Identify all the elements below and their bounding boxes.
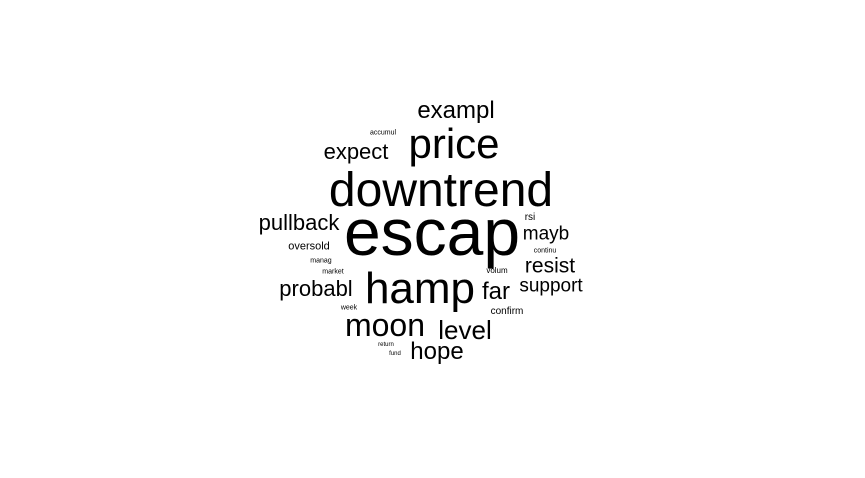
word-volum: volum xyxy=(486,266,508,275)
word-probabl: probabl xyxy=(279,276,353,301)
word-confirm: confirm xyxy=(490,306,524,317)
word-week: week xyxy=(340,304,358,312)
word-exampl: exampl xyxy=(417,97,495,124)
word-hamp: hamp xyxy=(364,264,476,313)
word-far: far xyxy=(481,278,511,305)
word-oversold: oversold xyxy=(288,240,330,253)
word-level: level xyxy=(438,315,492,345)
word-resist: resist xyxy=(524,254,576,278)
word-market: market xyxy=(322,268,344,276)
word-fund: fund xyxy=(389,351,401,357)
word-price: price xyxy=(408,120,500,167)
word-escap: escap xyxy=(343,195,521,269)
word-moon: moon xyxy=(344,307,426,343)
word-return: return xyxy=(378,342,394,348)
word-downtrend: downtrend xyxy=(328,164,554,217)
word-accumul: accumul xyxy=(369,129,397,137)
word-pullback: pullback xyxy=(258,210,340,235)
word-expect: expect xyxy=(323,139,389,164)
word-hope: hope xyxy=(410,338,464,365)
word-continu: continu xyxy=(533,247,557,255)
word-mayb: mayb xyxy=(522,223,570,245)
word-manag: manag xyxy=(310,257,332,265)
word-rsi: rsi xyxy=(524,212,536,223)
word-support: support xyxy=(519,275,583,297)
